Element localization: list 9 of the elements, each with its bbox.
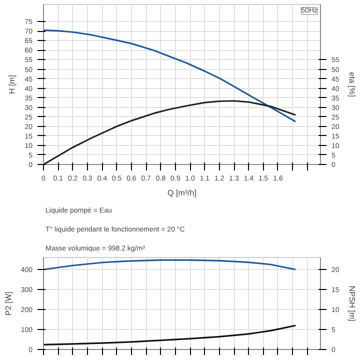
x-axis-title: Q [m³/h]: [168, 188, 196, 198]
y-axis-title: P2 [W]: [4, 291, 13, 316]
y-axis-title: H [m]: [8, 74, 17, 94]
line-series: [44, 259, 296, 270]
line-series: [44, 324, 296, 346]
line-series: [44, 29, 296, 122]
line-series: [44, 100, 296, 164]
y2-axis-title: eta [%]: [347, 72, 356, 97]
y2-axis-title: NPSH [m]: [347, 286, 356, 322]
